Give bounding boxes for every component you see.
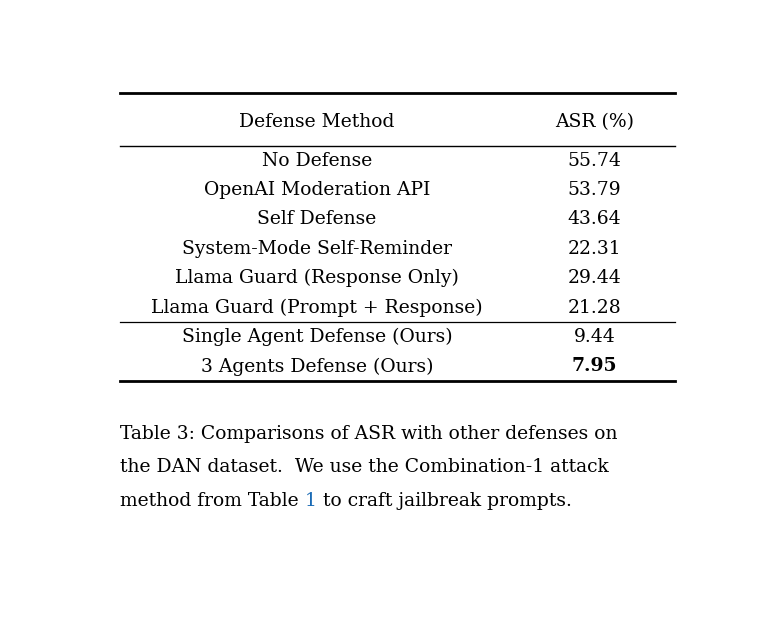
Text: Defense Method: Defense Method — [239, 113, 395, 131]
Text: 55.74: 55.74 — [567, 152, 621, 170]
Text: Llama Guard (Prompt + Response): Llama Guard (Prompt + Response) — [151, 299, 483, 317]
Text: 7.95: 7.95 — [572, 358, 618, 375]
Text: method from Table: method from Table — [120, 491, 305, 510]
Text: the DAN dataset.  We use the Combination-1 attack: the DAN dataset. We use the Combination-… — [120, 458, 609, 476]
Text: Table 3: Comparisons of ASR with other defenses on: Table 3: Comparisons of ASR with other d… — [120, 425, 618, 443]
Text: 53.79: 53.79 — [567, 181, 621, 199]
Text: System-Mode Self-Reminder: System-Mode Self-Reminder — [182, 240, 452, 258]
Text: 9.44: 9.44 — [574, 328, 615, 346]
Text: 21.28: 21.28 — [567, 299, 621, 316]
Text: ASR (%): ASR (%) — [555, 113, 634, 131]
Text: to craft jailbreak prompts.: to craft jailbreak prompts. — [316, 491, 571, 510]
Text: Single Agent Defense (Ours): Single Agent Defense (Ours) — [182, 328, 452, 346]
Text: 43.64: 43.64 — [567, 210, 621, 228]
Text: OpenAI Moderation API: OpenAI Moderation API — [204, 181, 430, 199]
Text: 22.31: 22.31 — [567, 240, 621, 258]
Text: Llama Guard (Response Only): Llama Guard (Response Only) — [175, 269, 459, 287]
Text: No Defense: No Defense — [262, 152, 372, 170]
Text: 1: 1 — [305, 491, 316, 510]
Text: 3 Agents Defense (Ours): 3 Agents Defense (Ours) — [201, 358, 434, 375]
Text: Self Defense: Self Defense — [257, 210, 377, 228]
Text: 29.44: 29.44 — [567, 269, 621, 287]
